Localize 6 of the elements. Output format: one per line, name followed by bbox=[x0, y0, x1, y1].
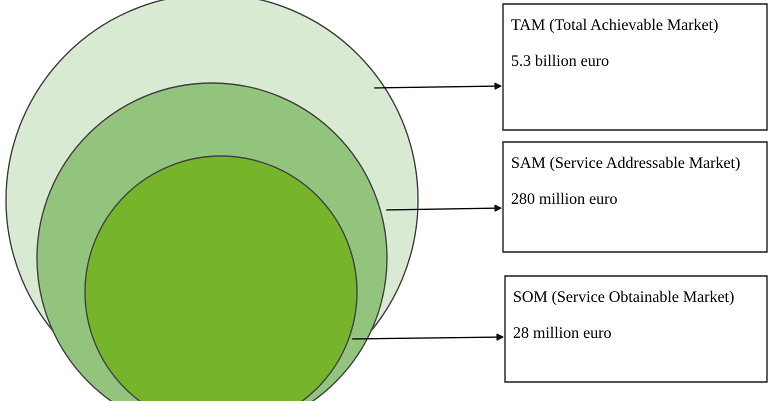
data-label: 28 million euro bbox=[514, 326, 611, 338]
category-label: SAM (Service Addressable Market) bbox=[512, 156, 740, 172]
category-label: SOM (Service Obtainable Market) bbox=[514, 290, 734, 306]
data-label: 280 million euro bbox=[512, 192, 617, 204]
data-label: 5.3 billion euro bbox=[512, 54, 608, 66]
category-label: TAM (Total Achievable Market) bbox=[511, 18, 718, 34]
